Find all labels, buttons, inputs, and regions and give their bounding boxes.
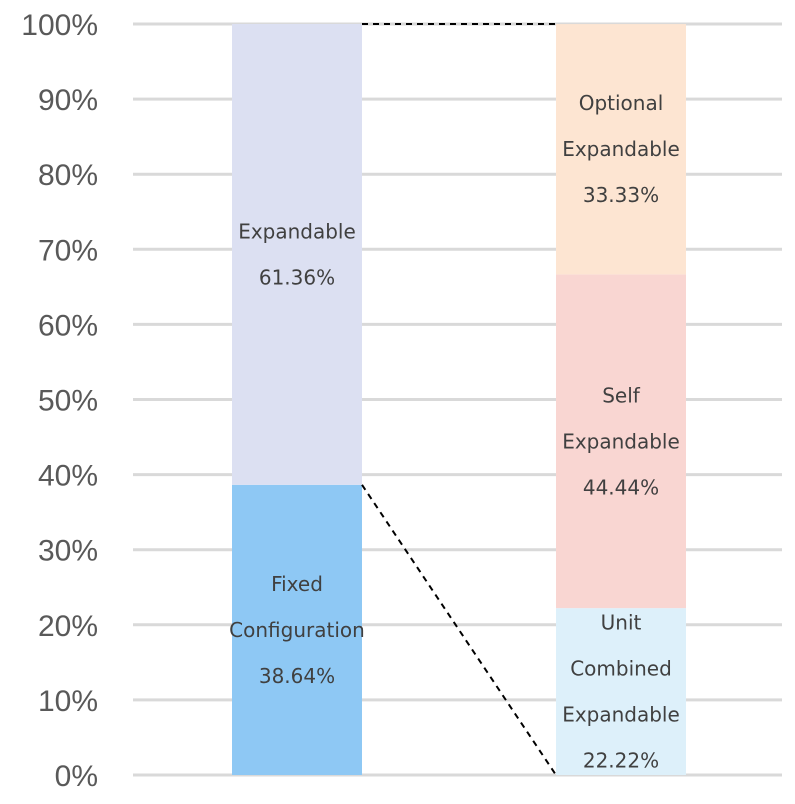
y-tick-label: 30%: [38, 535, 98, 568]
segment-name-label: Configuration: [229, 618, 365, 642]
bar-segment: [556, 608, 686, 775]
y-tick-label: 90%: [38, 84, 98, 117]
y-tick-label: 40%: [38, 460, 98, 493]
bar-segment: [556, 274, 686, 609]
data-label: 44.44%: [583, 475, 659, 499]
y-tick-label: 10%: [38, 685, 98, 718]
bar-segment: [556, 24, 686, 275]
y-tick-label: 60%: [38, 309, 98, 342]
segment-name-label: Expandable: [562, 429, 680, 453]
segment-name-label: Self: [602, 383, 641, 407]
y-tick-label: 100%: [21, 9, 98, 42]
bars: [232, 24, 686, 775]
y-tick-label: 20%: [38, 610, 98, 643]
segment-labels: Fixed Configuration 38.64% Expandable 61.36%…: [229, 91, 680, 772]
segment-name-label: Expandable: [562, 703, 680, 727]
connector-line-bottom: [361, 484, 557, 776]
bar-segment: [232, 484, 362, 775]
bar-segment: [232, 24, 362, 485]
segment-name-label: Combined: [570, 657, 672, 681]
data-label: 22.22%: [583, 749, 659, 773]
y-tick-label: 70%: [38, 234, 98, 267]
segment-name-label: Expandable: [562, 137, 680, 161]
y-axis-tick-labels: 0% 10% 20% 30% 40% 50% 60% 70% 80% 90% 100%: [21, 9, 98, 793]
y-tick-label: 80%: [38, 159, 98, 192]
y-tick-label: 50%: [38, 385, 98, 418]
connector-lines: [361, 23, 557, 776]
data-label: 38.64%: [259, 664, 335, 688]
data-label: 33.33%: [583, 183, 659, 207]
segment-name-label: Optional: [579, 91, 664, 115]
y-tick-label: 0%: [55, 760, 98, 793]
segment-name-label: Expandable: [238, 219, 356, 243]
data-label: 61.36%: [259, 265, 335, 289]
segment-name-label: Unit: [601, 611, 642, 635]
segment-name-label: Fixed: [271, 572, 323, 596]
